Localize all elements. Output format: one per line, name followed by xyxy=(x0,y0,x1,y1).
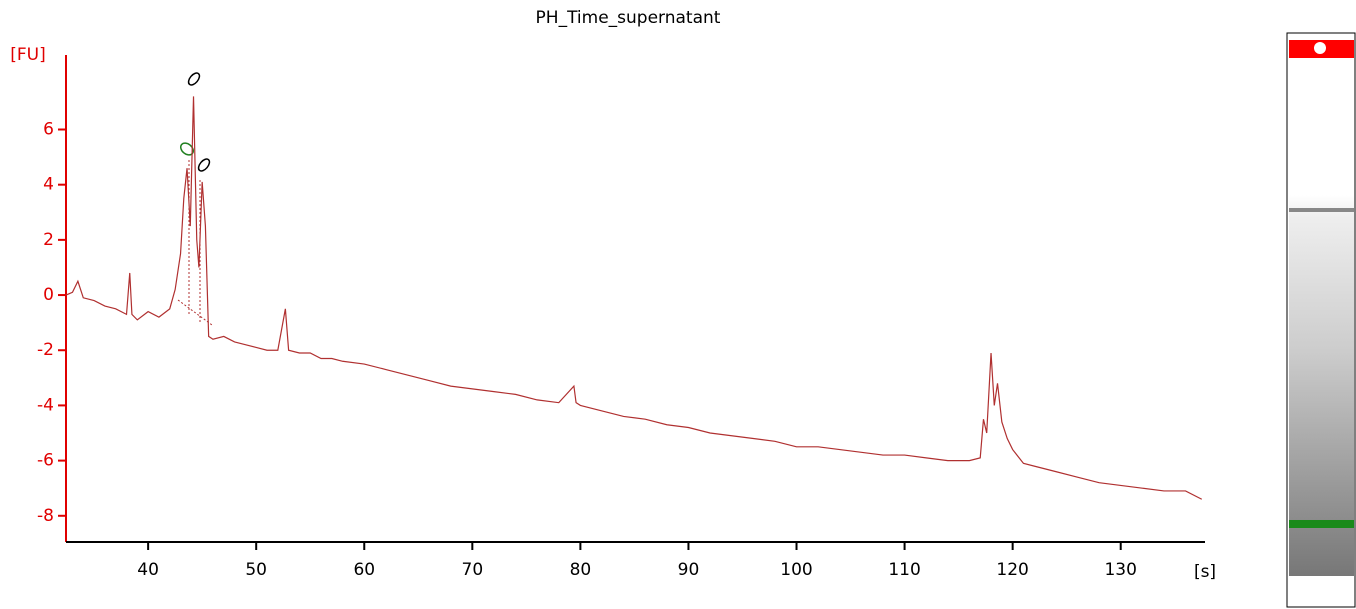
y-tick-label: -6 xyxy=(37,451,54,471)
x-tick-label: 70 xyxy=(462,560,484,580)
x-tick-label: 120 xyxy=(996,560,1028,580)
y-axis-label: [FU] xyxy=(10,45,46,65)
y-tick-label: 4 xyxy=(43,175,54,195)
y-tick-label: -8 xyxy=(37,506,54,526)
x-tick-label: 100 xyxy=(780,560,812,580)
x-tick-label: 60 xyxy=(353,560,375,580)
signal-line xyxy=(65,96,1203,500)
x-tick-label: 90 xyxy=(678,560,700,580)
x-tick-label: 130 xyxy=(1104,560,1136,580)
x-tick-label: 50 xyxy=(245,560,267,580)
y-tick-label: -2 xyxy=(37,340,54,360)
x-tick-label: 80 xyxy=(570,560,592,580)
y-tick-label: 6 xyxy=(43,119,54,139)
chart-title: PH_Time_supernatant xyxy=(536,8,721,28)
x-tick-label: 40 xyxy=(137,560,159,580)
gel-lane xyxy=(1286,32,1356,608)
x-tick-label: 110 xyxy=(888,560,920,580)
x-axis-label: [s] xyxy=(1194,562,1216,582)
y-tick-label: 0 xyxy=(43,285,54,305)
y-tick-label: 2 xyxy=(43,230,54,250)
y-tick-label: -4 xyxy=(37,395,54,415)
